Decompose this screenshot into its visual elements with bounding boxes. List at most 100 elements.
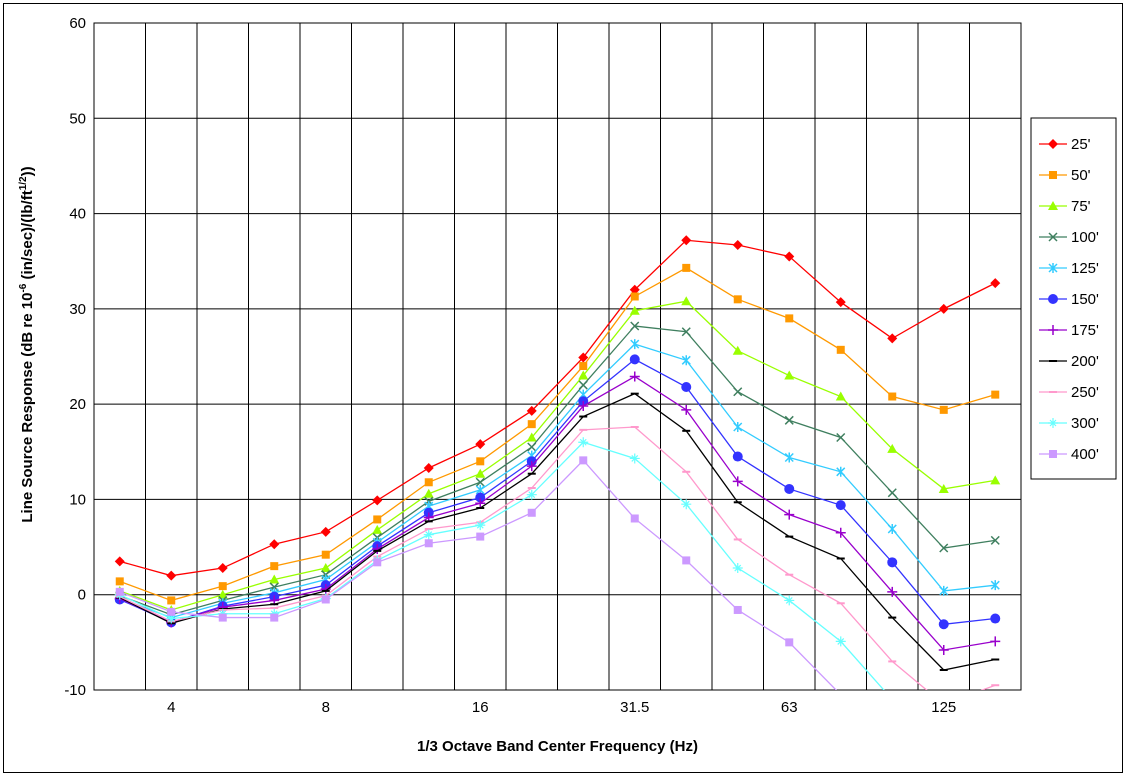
data-point-9-8 xyxy=(526,489,537,500)
data-point-3-10 xyxy=(630,321,640,331)
data-point-1-4 xyxy=(321,550,330,559)
legend-marker-1 xyxy=(1049,171,1057,179)
data-point-9-16 xyxy=(939,737,949,747)
legend-item-5: 150' xyxy=(1039,291,1099,308)
data-point-0-11 xyxy=(681,235,692,246)
series-line-3 xyxy=(119,325,996,616)
data-point-5-10 xyxy=(629,354,640,365)
data-point-0-15 xyxy=(887,333,898,344)
chart-frame: 60 50 40 30 20 10 0 -10 4 8 16 31.5 63 125 1/3 Octav… xyxy=(3,3,1123,773)
data-point-0-9 xyxy=(578,352,589,363)
data-point-3-15 xyxy=(887,488,897,498)
data-point-0-1 xyxy=(166,570,177,581)
legend-item-6: 175' xyxy=(1039,322,1099,339)
data-point-1-9 xyxy=(579,362,588,371)
data-point-1-11 xyxy=(682,263,691,272)
data-point-9-17 xyxy=(990,723,1000,733)
data-point-10-14 xyxy=(837,691,845,699)
y-tick-label-6: 0 xyxy=(78,587,86,604)
data-point-1-3 xyxy=(270,562,279,571)
data-point-9-12 xyxy=(732,563,743,574)
x-axis-ticks: 4 8 16 31.5 63 125 xyxy=(167,699,956,716)
data-point-4-15 xyxy=(887,523,897,534)
series-line-0 xyxy=(119,239,996,577)
data-point-1-8 xyxy=(527,420,536,429)
y-axis-title-sup-2: 1/2 xyxy=(18,176,29,190)
data-point-3-9 xyxy=(578,380,588,390)
data-point-4-10 xyxy=(630,339,640,350)
data-point-1-16 xyxy=(939,405,948,414)
data-point-0-17 xyxy=(990,278,1001,289)
data-point-0-2 xyxy=(217,563,228,574)
data-point-0-8 xyxy=(526,405,537,416)
data-point-0-12 xyxy=(732,240,743,251)
data-point-1-14 xyxy=(836,345,845,354)
data-point-3-12 xyxy=(733,387,743,397)
data-point-1-2 xyxy=(218,582,227,591)
data-point-10-0 xyxy=(115,587,124,596)
x-tick-label-0: 4 xyxy=(167,699,175,716)
series-line-10 xyxy=(119,459,837,690)
data-point-4-12 xyxy=(733,422,743,433)
x-tick-label-4: 63 xyxy=(781,699,798,716)
series-line-2 xyxy=(119,300,996,611)
data-point-2-4 xyxy=(320,563,331,573)
data-point-10-6 xyxy=(424,539,433,548)
legend-label-5: 150' xyxy=(1071,291,1099,308)
data-point-3-14 xyxy=(836,432,846,443)
series-line-7 xyxy=(119,392,996,671)
data-point-1-12 xyxy=(733,295,742,304)
legend-item-1: 50' xyxy=(1039,167,1091,184)
data-point-0-0 xyxy=(114,556,125,567)
legend-item-8: 250' xyxy=(1039,384,1099,401)
data-point-5-13 xyxy=(784,483,795,494)
x-axis-title: 1/3 Octave Band Center Frequency (Hz) xyxy=(417,738,698,755)
data-point-3-7 xyxy=(475,477,485,487)
data-point-2-5 xyxy=(372,524,383,534)
data-point-3-13 xyxy=(784,415,794,425)
x-tick-label-2: 16 xyxy=(472,699,489,716)
legend-label-1: 50' xyxy=(1071,167,1091,184)
data-point-1-7 xyxy=(476,457,485,466)
series-line-1 xyxy=(119,267,996,602)
data-point-2-12 xyxy=(732,345,743,355)
data-point-9-15 xyxy=(887,695,897,705)
data-point-1-10 xyxy=(630,292,639,301)
data-point-2-7 xyxy=(475,468,486,478)
data-point-2-11 xyxy=(681,296,692,306)
data-point-1-1 xyxy=(167,596,176,605)
y-axis-title-part-3: )) xyxy=(19,166,36,176)
data-point-6-15 xyxy=(887,586,898,597)
data-point-2-17 xyxy=(990,475,1001,485)
data-point-0-4 xyxy=(320,526,331,537)
legend-marker-4 xyxy=(1048,263,1058,273)
data-point-6-8 xyxy=(526,461,537,472)
data-point-10-13 xyxy=(785,638,794,647)
data-point-1-5 xyxy=(373,515,382,524)
data-point-9-13 xyxy=(784,595,795,606)
legend-marker-0 xyxy=(1048,139,1058,149)
y-axis-ticks: 60 50 40 30 20 10 0 -10 xyxy=(64,15,86,699)
data-point-6-14 xyxy=(835,527,846,538)
series-line-9 xyxy=(119,441,885,690)
data-point-4-16 xyxy=(939,585,949,596)
data-point-10-12 xyxy=(733,605,742,614)
legend-label-0: 25' xyxy=(1071,136,1091,153)
data-point-6-9 xyxy=(578,401,589,412)
data-point-2-6 xyxy=(423,488,434,498)
legend-marker-9 xyxy=(1048,418,1058,428)
data-point-5-17 xyxy=(990,613,1001,624)
data-point-0-10 xyxy=(629,284,640,295)
data-point-10-7 xyxy=(476,532,485,541)
data-point-10-3 xyxy=(270,613,279,622)
data-point-9-11 xyxy=(681,499,692,510)
data-point-10-1 xyxy=(167,607,176,616)
legend-marker-6 xyxy=(1048,325,1058,335)
data-point-6-10 xyxy=(629,371,640,382)
data-point-6-17 xyxy=(990,636,1001,647)
data-point-0-13 xyxy=(784,251,795,262)
data-point-1-0 xyxy=(115,577,124,586)
legend-item-2: 75' xyxy=(1039,198,1091,215)
data-point-6-11 xyxy=(681,404,692,415)
legend: 25' 50' 75' 100' 125' 150' 175' 200' 250' 300' 400… xyxy=(1030,117,1117,480)
